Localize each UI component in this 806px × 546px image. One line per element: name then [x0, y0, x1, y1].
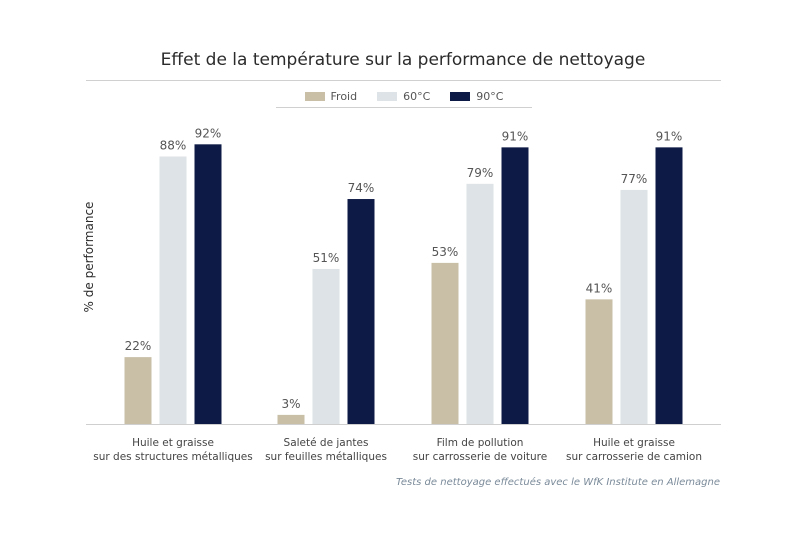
legend-label-60c: 60°C: [403, 89, 431, 103]
bar-60c-3: [466, 183, 494, 424]
bar-froid-4: [585, 299, 613, 424]
bar-90c-4: [655, 147, 683, 425]
data-label: 91%: [502, 129, 529, 143]
category-label: Huile et graisse: [593, 437, 675, 449]
bar-froid-2: [277, 414, 305, 424]
footnote: Tests de nettoyage effectués avec le WfK…: [396, 477, 720, 488]
legend-swatch-90c: [450, 91, 471, 101]
data-label: 77%: [621, 172, 648, 186]
data-label: 92%: [195, 126, 222, 140]
category-label: Film de pollution: [437, 437, 524, 449]
category-label: sur carrosserie de voiture: [413, 451, 547, 463]
legend-item-60c: 60°C: [377, 90, 430, 103]
bar-90c-3: [501, 147, 529, 425]
data-label: 74%: [348, 181, 375, 195]
data-label: 53%: [432, 245, 459, 259]
bar-froid-3: [431, 262, 459, 424]
legend-label-froid: Froid: [330, 89, 358, 103]
bar-60c-2: [312, 268, 340, 424]
bar-60c-1: [159, 156, 187, 425]
legend: Froid 60°C 90°C: [276, 86, 532, 106]
data-label: 79%: [467, 166, 494, 180]
category-label: sur des structures métalliques: [93, 451, 252, 463]
category-label: Huile et graisse: [132, 437, 214, 449]
category-label: sur feuilles métalliques: [265, 451, 387, 463]
bar-90c-1: [194, 144, 222, 424]
legend-label-90c: 90°C: [476, 89, 504, 103]
data-label: 88%: [160, 138, 187, 152]
data-label: 22%: [125, 339, 152, 353]
y-axis-label: % de performance: [82, 202, 96, 313]
data-label: 41%: [586, 281, 613, 295]
bar-60c-4: [620, 189, 648, 424]
data-label: 3%: [281, 397, 300, 411]
legend-swatch-60c: [377, 91, 398, 101]
data-label: 51%: [313, 251, 340, 265]
category-label: sur carrosserie de camion: [566, 451, 702, 463]
bar-froid-1: [124, 357, 152, 424]
legend-divider: [276, 107, 532, 108]
legend-item-90c: 90°C: [450, 90, 503, 103]
bar-90c-2: [347, 199, 375, 424]
legend-item-froid: Froid: [304, 89, 358, 103]
category-label: Saleté de jantes: [284, 437, 369, 449]
title-divider: [86, 80, 721, 81]
data-label: 91%: [656, 129, 683, 143]
chart-title: Effet de la température sur la performan…: [160, 50, 646, 70]
legend-swatch-froid: [304, 91, 325, 101]
